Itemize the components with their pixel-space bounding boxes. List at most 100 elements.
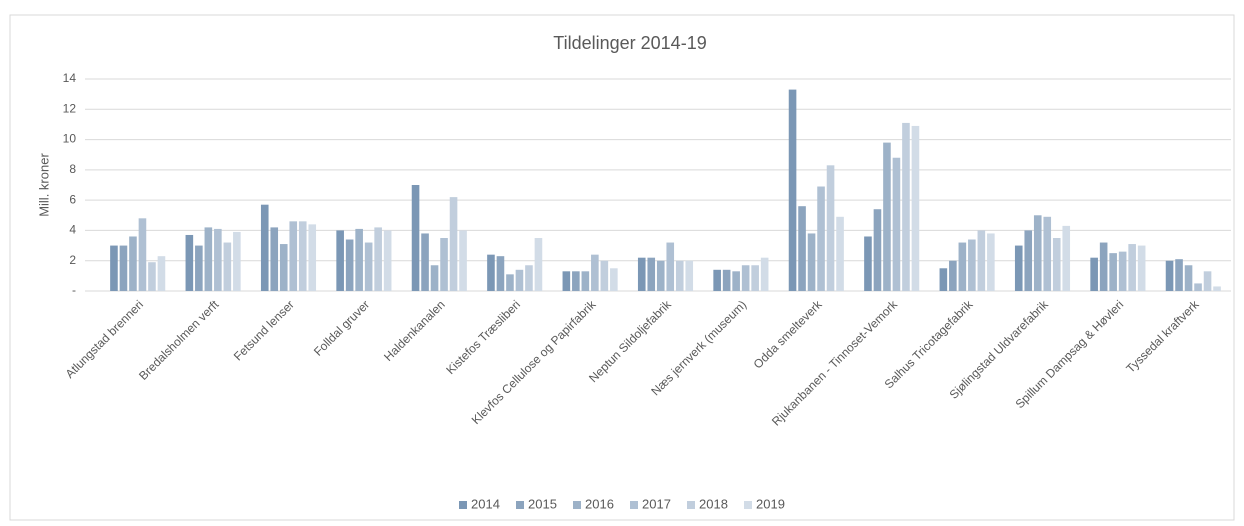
bar [496, 256, 505, 291]
bar [148, 262, 156, 291]
bar [336, 230, 344, 291]
bar [949, 260, 957, 291]
bar [732, 271, 740, 291]
bar [591, 254, 599, 291]
bar [892, 157, 901, 291]
bar [223, 242, 232, 291]
chart-title: Tildelinger 2014-19 [553, 33, 706, 53]
bar [741, 265, 750, 291]
bar [751, 265, 759, 291]
bar [1062, 225, 1071, 291]
bar [1043, 216, 1052, 291]
y-tick-label: 12 [63, 101, 77, 115]
bar [204, 227, 213, 291]
bar [1090, 257, 1098, 291]
bar [600, 260, 609, 291]
bar [1014, 245, 1023, 291]
bar [656, 260, 665, 291]
bar [873, 209, 882, 291]
bar [298, 221, 307, 291]
bar [1184, 265, 1193, 291]
y-axis-label: Mill. kroner [36, 153, 51, 217]
bar [760, 257, 769, 291]
bar [675, 260, 684, 291]
legend-swatch [573, 501, 581, 509]
bar [902, 122, 910, 292]
bar [157, 256, 166, 291]
bar [666, 242, 675, 291]
bar [345, 239, 354, 291]
bar [364, 242, 373, 291]
y-tick-label: 14 [63, 71, 77, 85]
bar [1203, 271, 1212, 291]
y-tick-label: 4 [69, 223, 76, 237]
bar [525, 265, 533, 291]
bar [883, 142, 891, 291]
y-tick-label: - [72, 283, 76, 297]
bar [1194, 283, 1202, 291]
bar [939, 268, 948, 291]
bar [647, 257, 656, 291]
legend-swatch [687, 501, 695, 509]
bar [459, 230, 467, 291]
y-tick-label: 10 [63, 132, 77, 146]
bar [722, 269, 731, 291]
bar [421, 233, 429, 291]
bar [1099, 242, 1108, 291]
bar [1033, 215, 1042, 291]
bar [506, 274, 514, 291]
bar [515, 269, 524, 291]
bar [279, 244, 288, 291]
bar [308, 224, 317, 291]
bar [1128, 244, 1136, 291]
bar [233, 231, 241, 291]
bar [1165, 260, 1174, 291]
bar [911, 125, 920, 291]
bar [864, 236, 872, 291]
bar [1213, 286, 1221, 291]
bar [449, 197, 458, 291]
legend-swatch [459, 501, 467, 509]
legend-label: 2015 [528, 496, 557, 511]
bar [836, 216, 844, 291]
legend-swatch [630, 501, 638, 509]
bar [637, 257, 646, 291]
bar [562, 271, 571, 291]
bar [260, 204, 269, 291]
legend-label: 2014 [471, 496, 500, 511]
bar [355, 228, 363, 291]
bar [685, 260, 694, 291]
bar [581, 271, 590, 291]
bar [214, 228, 222, 291]
bar [138, 218, 147, 291]
bar [1118, 251, 1127, 291]
bar [129, 236, 137, 291]
bar [807, 233, 816, 291]
bar [572, 271, 580, 291]
bar [788, 89, 797, 291]
legend-label: 2016 [585, 496, 614, 511]
bar [958, 242, 967, 291]
bar [110, 245, 118, 291]
bar [289, 221, 298, 291]
bar [826, 165, 835, 291]
bar [798, 206, 806, 291]
bar [411, 185, 420, 291]
bar [1024, 230, 1033, 291]
bar [440, 238, 448, 291]
legend-swatch [744, 501, 752, 509]
y-tick-label: 2 [69, 253, 76, 267]
bar [534, 238, 543, 291]
bar [610, 268, 618, 291]
bar [977, 230, 986, 291]
bar [817, 186, 825, 291]
bar [430, 265, 439, 291]
bar [713, 269, 721, 291]
bar [383, 230, 392, 291]
y-tick-label: 8 [69, 162, 76, 176]
bar [185, 234, 194, 291]
bar [1137, 245, 1146, 291]
bar [119, 245, 128, 291]
bar [1052, 238, 1061, 291]
